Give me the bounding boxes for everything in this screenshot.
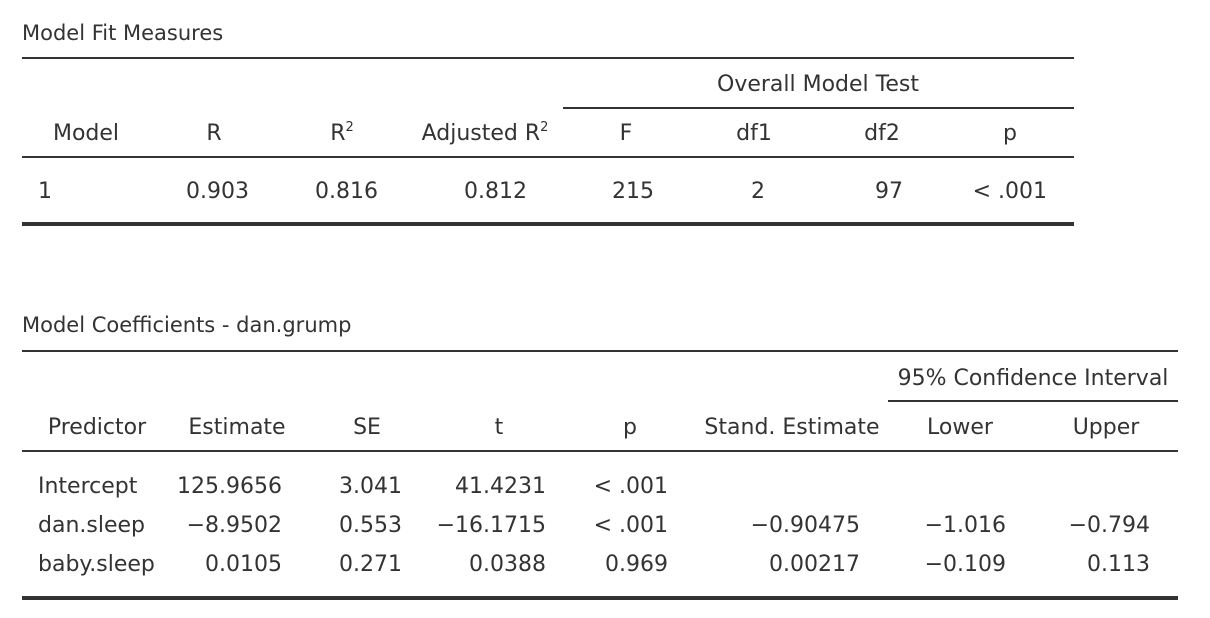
cell-f: 215 (612, 179, 654, 204)
confidence-interval-rule (888, 400, 1178, 402)
cell-p: < .001 (972, 179, 1047, 204)
cell-estimate: 125.9656 (177, 474, 282, 499)
model-fit-title: Model Fit Measures (22, 21, 224, 45)
header-p: p (623, 415, 637, 440)
header-upper: Upper (1072, 415, 1140, 440)
cell-df1: 2 (751, 179, 765, 204)
cell-adjusted-r-squared: 0.812 (464, 179, 527, 204)
header-model: Model (52, 121, 120, 146)
cell-predictor: Intercept (38, 474, 138, 499)
cell-model: 1 (38, 179, 52, 204)
cell-p: < .001 (593, 513, 668, 538)
header-df2: df2 (864, 121, 900, 146)
cell-se: 0.271 (339, 552, 402, 577)
cell-estimate: −8.9502 (186, 513, 282, 538)
header-adjusted-r-squared: Adjusted R2 (421, 120, 549, 146)
header-se: SE (353, 415, 381, 440)
cell-t: −16.1715 (436, 513, 546, 538)
confidence-interval-header: 95% Confidence Interval (897, 366, 1169, 391)
overall-model-test-rule (563, 107, 1074, 109)
cell-p: 0.969 (605, 552, 668, 577)
header-p: p (1003, 121, 1017, 146)
cell-stand-estimate: 0.00217 (769, 552, 860, 577)
cell-r: 0.903 (186, 179, 249, 204)
header-r: R (206, 121, 222, 146)
model-fit-bottom-rule (22, 222, 1074, 226)
coefficients-bottom-rule (22, 596, 1178, 600)
header-predictor: Predictor (47, 415, 147, 440)
header-lower: Lower (927, 415, 993, 440)
cell-p: < .001 (593, 474, 668, 499)
cell-se: 3.041 (339, 474, 402, 499)
cell-t: 0.0388 (469, 552, 546, 577)
coefficients-top-rule (22, 350, 1178, 352)
header-stand-estimate: Stand. Estimate (704, 415, 880, 440)
coefficients-header-rule (22, 450, 1178, 452)
cell-lower: −1.016 (924, 513, 1006, 538)
cell-estimate: 0.0105 (205, 552, 282, 577)
model-fit-header-rule (22, 156, 1074, 158)
overall-model-test-header: Overall Model Test (717, 72, 919, 97)
cell-upper: 0.113 (1087, 552, 1150, 577)
cell-t: 41.4231 (455, 474, 546, 499)
model-fit-top-rule (22, 57, 1074, 59)
header-t: t (494, 415, 504, 440)
cell-predictor: dan.sleep (38, 513, 145, 538)
cell-predictor: baby.sleep (38, 552, 155, 577)
header-estimate: Estimate (188, 415, 286, 440)
header-df1: df1 (736, 121, 772, 146)
cell-upper: −0.794 (1068, 513, 1150, 538)
cell-r-squared: 0.816 (315, 179, 378, 204)
cell-lower: −0.109 (924, 552, 1006, 577)
cell-stand-estimate: −0.90475 (750, 513, 860, 538)
cell-se: 0.553 (339, 513, 402, 538)
cell-df2: 97 (875, 179, 903, 204)
model-coefficients-title: Model Coefficients - dan.grump (22, 313, 352, 337)
header-f: F (619, 121, 633, 146)
header-r-squared: R2 (330, 120, 354, 146)
